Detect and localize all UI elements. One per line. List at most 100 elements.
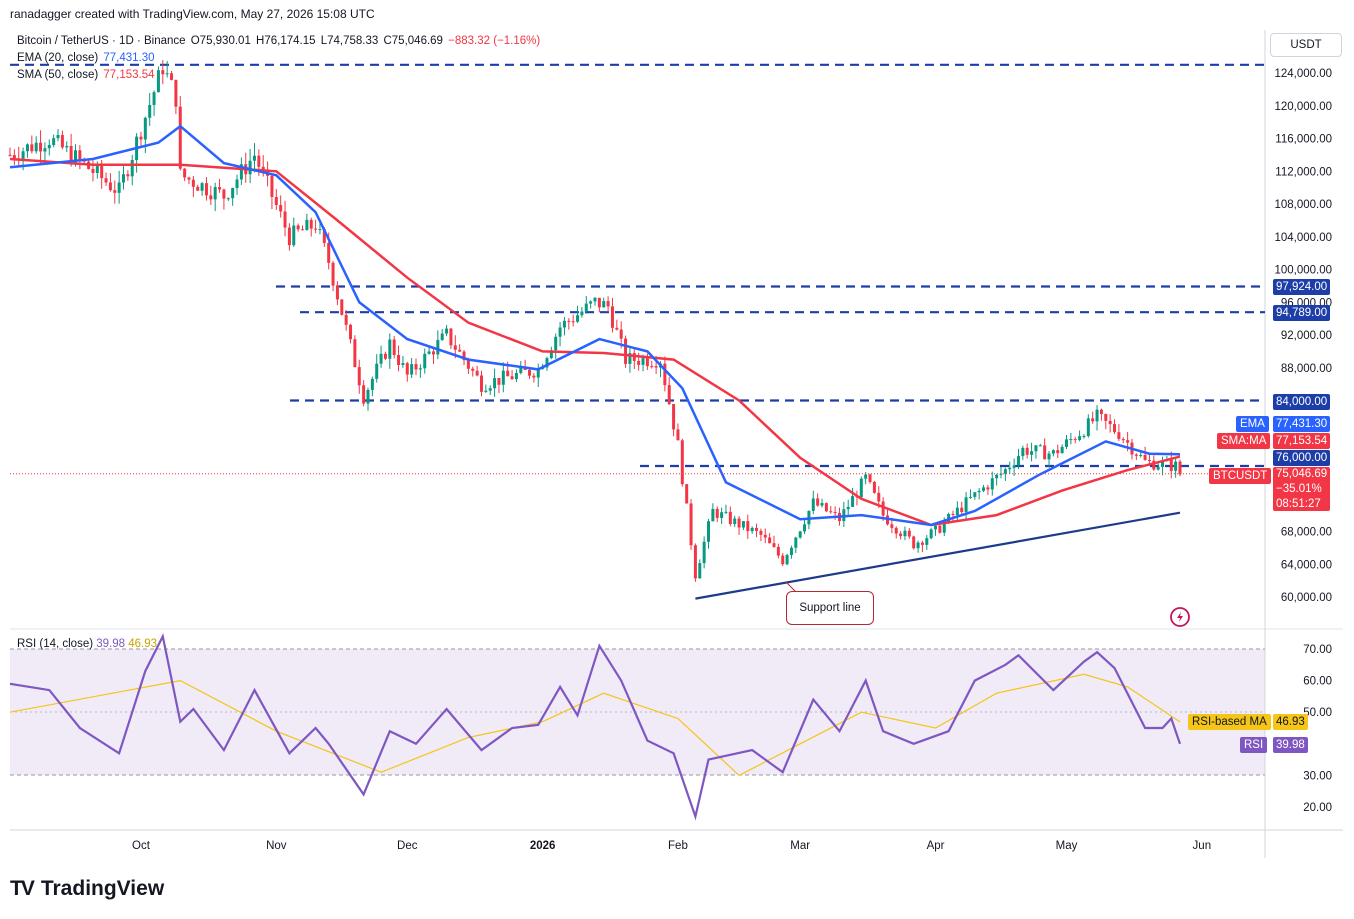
candle-body [349, 324, 353, 340]
price-pane[interactable] [10, 30, 1265, 628]
candle-body [1025, 447, 1029, 455]
candle-body [942, 522, 946, 533]
candle-body [161, 70, 165, 75]
candle-body [986, 487, 990, 490]
sma-axis-name: SMA:MA [1217, 433, 1271, 449]
price-tick-label: 92,000.00 [1281, 330, 1332, 342]
candle-body [689, 503, 693, 546]
candle-body [567, 320, 571, 322]
candle-body [130, 159, 134, 177]
candle-body [261, 166, 265, 170]
candle-body [1060, 446, 1064, 454]
candle-body [798, 531, 802, 538]
rsi-legend[interactable]: RSI (14, close) 39.98 46.93 [17, 638, 157, 650]
candle-body [982, 487, 986, 491]
candle-body [628, 353, 632, 364]
ema-legend-value: 77,431.30 [103, 52, 155, 64]
candle-body [693, 545, 697, 579]
horizontal-levels [10, 63, 1265, 468]
candle-body [750, 527, 754, 532]
price-tick-label: 60,000.00 [1281, 592, 1332, 604]
candle-body [1091, 418, 1095, 422]
ema-legend[interactable]: EMA (20, close) 77,431.30 [17, 52, 155, 64]
candle-body [925, 538, 929, 545]
ema-legend-label: EMA (20, close) [17, 52, 99, 64]
candle-body [431, 351, 435, 355]
price-tick-label: 124,000.00 [1274, 68, 1332, 80]
candle-body [397, 355, 401, 366]
candle-body [47, 144, 51, 149]
candle-body [549, 350, 553, 359]
candle-body [401, 363, 405, 366]
candle-body [576, 315, 580, 322]
candle-body [602, 301, 606, 308]
candle-body [475, 370, 479, 376]
candle-body [899, 533, 903, 537]
candle-body [423, 353, 427, 369]
candle-body [165, 73, 169, 75]
candle-body [938, 525, 942, 533]
candle-body [999, 473, 1003, 475]
candle-body [519, 366, 523, 374]
candle-body [1169, 459, 1173, 471]
candle-body [558, 327, 562, 337]
time-tick-label: Dec [397, 840, 418, 852]
candle-body [21, 151, 25, 160]
candle-body [794, 537, 798, 548]
flash-icon[interactable] [1170, 607, 1190, 627]
currency-unit-button[interactable]: USDT [1270, 33, 1342, 57]
change-value: −883.32 (−1.16%) [448, 35, 541, 47]
price-tick-label: 116,000.00 [1275, 134, 1332, 146]
candle-body [196, 186, 200, 191]
candle-body [344, 314, 348, 325]
candle-body [139, 136, 143, 140]
candle-body [305, 219, 309, 231]
ema-axis-name: EMA [1236, 416, 1269, 432]
candle-body [741, 521, 745, 528]
candle-body [663, 363, 667, 386]
candle-body [152, 92, 156, 105]
level-97924-label: 97,924.00 [1273, 279, 1331, 295]
candle-body [920, 542, 924, 545]
rsi-ma-line [9, 673, 1181, 777]
candle-body [252, 155, 256, 161]
candle-body [619, 329, 623, 339]
time-tick-label: 2026 [530, 840, 556, 852]
candle-body [1003, 469, 1007, 474]
sma-legend[interactable]: SMA (50, close) 77,153.54 [17, 69, 155, 81]
candle-body [654, 366, 658, 368]
candle-body [292, 225, 296, 246]
candle-body [274, 196, 278, 205]
candle-body [178, 106, 182, 169]
candle-body [204, 183, 208, 196]
candle-body [1056, 450, 1060, 454]
candle-body [183, 168, 187, 178]
candle-body [755, 527, 759, 531]
high-value: H76,174.15 [256, 35, 316, 47]
candle-body [43, 148, 47, 152]
candle-body [645, 358, 649, 367]
candle-body [95, 165, 99, 174]
candle-body [903, 530, 907, 537]
candle-body [1038, 445, 1042, 447]
candle-body [785, 555, 789, 565]
tradingview-watermark: TV TradingView [10, 877, 164, 901]
candle-body [1126, 440, 1130, 443]
candle-body [514, 373, 518, 380]
candle-body [34, 142, 38, 152]
candle-body [1113, 424, 1117, 433]
candle-body [405, 363, 409, 375]
candle-body [122, 174, 126, 183]
candle-body [968, 496, 972, 498]
candle-body [951, 513, 955, 516]
sma-axis-value: 77,153.54 [1273, 433, 1331, 449]
rsi-legend-label: RSI (14, close) [17, 638, 94, 650]
candle-body [667, 385, 671, 405]
candle-body [685, 484, 689, 504]
ema-axis-value: 77,431.30 [1273, 416, 1331, 432]
candle-body [562, 320, 566, 328]
candle-body [25, 144, 29, 152]
price-tick-label: 88,000.00 [1281, 363, 1332, 375]
candle-body [1156, 466, 1160, 470]
